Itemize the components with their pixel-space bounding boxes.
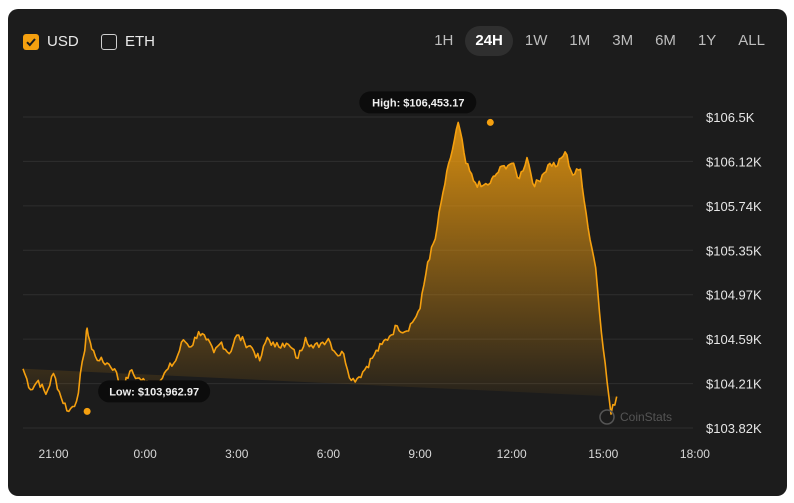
x-tick-label: 18:00 [680, 447, 710, 461]
high-tooltip-label: High: $106,453.17 [372, 97, 464, 109]
y-tick-label: $104.59K [706, 332, 762, 347]
y-tick-label: $105.74K [706, 199, 762, 214]
usd-toggle-label: USD [47, 33, 79, 50]
low-tooltip-label: Low: $103,962.97 [109, 386, 199, 398]
y-tick-label: $106.5K [706, 110, 755, 125]
eth-toggle-label: ETH [125, 33, 155, 50]
y-tick-label: $103.82K [706, 421, 762, 436]
range-24h[interactable]: 24H [465, 26, 513, 56]
range-1y[interactable]: 1Y [697, 32, 717, 49]
price-area [23, 122, 617, 415]
range-1h[interactable]: 1H [434, 32, 454, 49]
usd-toggle[interactable]: USD [23, 33, 79, 50]
x-tick-label: 12:00 [497, 447, 527, 461]
y-tick-label: $104.97K [706, 288, 762, 303]
range-1m[interactable]: 1M [569, 32, 591, 49]
time-range-selector: 1H 24H 1W 1M 3M 6M 1Y ALL [424, 26, 775, 56]
range-1w[interactable]: 1W [524, 32, 548, 49]
y-tick-label: $105.35K [706, 243, 762, 258]
low-tooltip [98, 380, 211, 403]
high-tooltip [359, 91, 477, 114]
chart-card: USD ETH 1H 24H 1W 1M 3M 6M 1Y ALL $106.5… [8, 9, 787, 496]
checkbox-unchecked-icon [101, 33, 117, 50]
coinstats-watermark: CoinStats [599, 409, 672, 425]
x-tick-label: 6:00 [317, 447, 341, 461]
x-tick-label: 0:00 [133, 447, 157, 461]
x-tick-label: 21:00 [39, 447, 69, 461]
price-line [22, 121, 618, 415]
range-6m[interactable]: 6M [655, 32, 676, 49]
y-tick-label: $106.12K [706, 154, 762, 169]
price-chart[interactable]: $106.5K $106.12K $105.74K $105.35K $104.97K $… [8, 9, 787, 496]
x-tick-label: 9:00 [408, 447, 432, 461]
x-tick-label: 3:00 [225, 447, 249, 461]
low-point [83, 407, 91, 415]
svg-text:CoinStats: CoinStats [620, 410, 672, 424]
y-tick-label: $104.21K [706, 377, 762, 392]
x-tick-label: 15:00 [588, 447, 618, 461]
eth-toggle[interactable]: ETH [101, 33, 155, 50]
range-all[interactable]: ALL [738, 32, 765, 49]
checkbox-checked-icon [23, 33, 39, 50]
high-point [486, 118, 494, 126]
range-3m[interactable]: 3M [612, 32, 634, 49]
